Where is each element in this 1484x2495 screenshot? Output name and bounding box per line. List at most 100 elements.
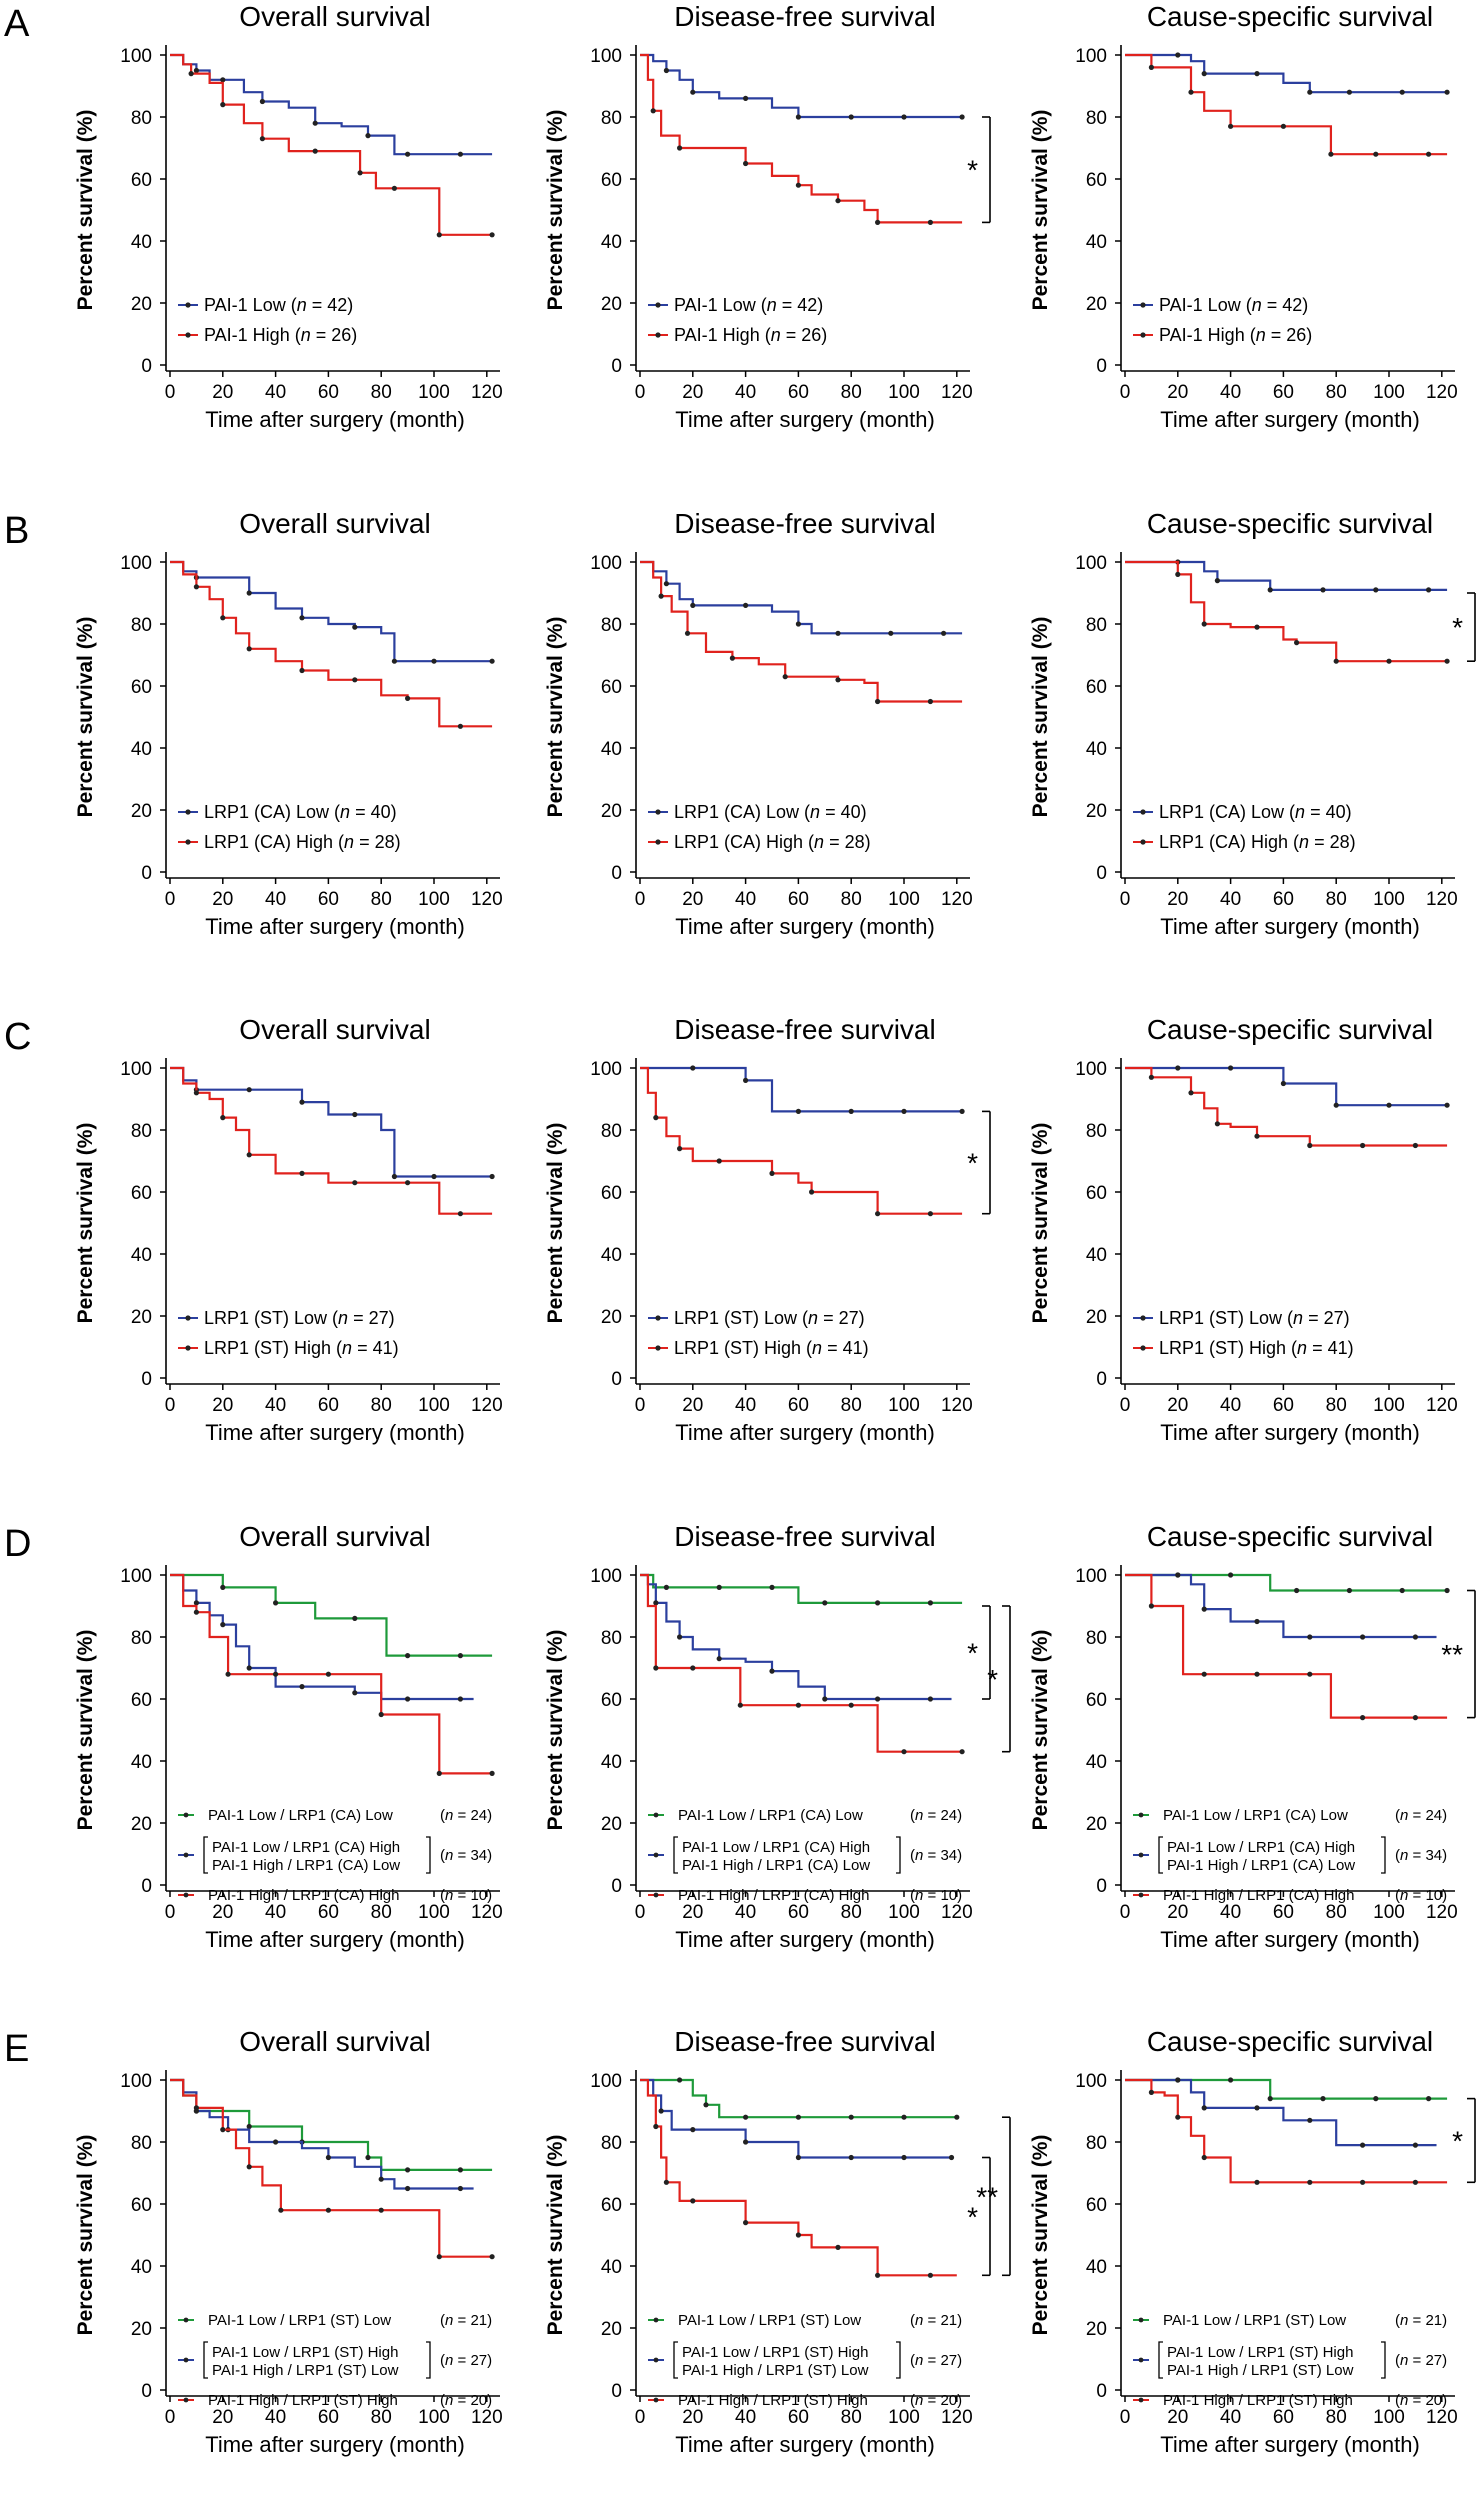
legend-marker (655, 839, 661, 845)
censor-mark (391, 1173, 397, 1180)
censor-mark (378, 2176, 384, 2182)
series-line-mixed (1125, 1573, 1437, 1639)
y-tick-label: 0 (611, 1876, 622, 1897)
legend-count: (n = 10) (1395, 1887, 1447, 1904)
legend-n-value: = 10) (1408, 1887, 1447, 1904)
series-line-lowlow (640, 2078, 957, 2119)
censor-mark (1214, 578, 1220, 584)
y-tick-label: 100 (120, 1566, 152, 1587)
y-tick-label: 40 (131, 739, 152, 760)
legend-label: PAI-1 High / LRP1 (CA) High (208, 1887, 399, 1904)
row-C: C Overall survival 0 20 40 60 80 100 0 20 40 60 80 10… (4, 1014, 1458, 1445)
legend-n-value: = 24) (923, 1807, 962, 1824)
x-axis-label: Time after surgery (month) (675, 1420, 935, 1445)
legend-n-value: = 24) (453, 1807, 492, 1824)
legend-label: PAI-1 Low / LRP1 (ST) High (682, 2344, 868, 2361)
y-tick-label: 20 (1086, 1814, 1107, 1835)
censor-mark (352, 1615, 358, 1621)
x-tick-label: 80 (841, 382, 862, 403)
x-tick-label: 120 (1426, 1395, 1458, 1416)
censor-mark (1444, 1102, 1450, 1108)
legend-n-value: = 34) (453, 1847, 492, 1864)
legend-count: (n = 27) (1395, 2352, 1447, 2369)
panel-title: Overall survival (239, 1014, 430, 1045)
legend-count: (n = 10) (440, 1887, 492, 1904)
y-tick-label: 60 (601, 1183, 622, 1204)
censor-mark (848, 2154, 854, 2161)
series-line-highhigh (640, 2078, 957, 2277)
panel-C-3: Cause-specific survival 0 20 40 60 80 100 0 20 40… (1029, 1014, 1458, 1445)
legend: PAI-1 Low (n = 42) PAI-1 High (n = 26) (648, 295, 827, 345)
censor-mark (405, 151, 411, 157)
legend-count: (n = 21) (910, 2312, 962, 2329)
y-tick-label: 80 (131, 615, 152, 636)
censor-mark (954, 2114, 960, 2120)
censor-mark (653, 1665, 659, 1671)
legend-n-symbol: n (808, 1308, 818, 1328)
significance-label: * (967, 1638, 978, 1669)
significance-label: * (967, 2201, 978, 2232)
y-tick-label: 40 (601, 232, 622, 253)
censor-mark (927, 219, 934, 225)
x-tick-label: 60 (318, 889, 339, 910)
legend-marker (655, 332, 661, 338)
x-tick-label: 100 (888, 2407, 920, 2428)
legend-label: PAI-1 High / LRP1 (ST) Low (212, 2362, 399, 2379)
legend-n-value: = 21) (1408, 2312, 1447, 2329)
panel-title: Cause-specific survival (1147, 2026, 1433, 2057)
legend-label: LRP1 (ST) High (n = 41) (204, 1338, 399, 1358)
legend-n-symbol: n (340, 802, 350, 822)
censor-mark (743, 2114, 749, 2120)
censor-mark (1280, 123, 1286, 129)
censor-mark (365, 133, 371, 139)
censor-mark (1201, 2154, 1207, 2161)
y-axis-label: Percent survival (%) (1029, 617, 1052, 818)
y-tick-label: 40 (601, 1245, 622, 1266)
censor-mark (405, 1653, 411, 1659)
legend-n-symbol: n (915, 1847, 923, 1864)
row-label-C: C (4, 1016, 31, 1058)
legend-count: (n = 24) (910, 1807, 962, 1824)
x-tick-label: 40 (735, 889, 756, 910)
legend-marker (655, 1345, 661, 1351)
y-tick-label: 40 (1086, 739, 1107, 760)
x-tick-label: 80 (1326, 1395, 1347, 1416)
legend-n-symbol: n (915, 1807, 923, 1824)
censor-mark (875, 219, 881, 225)
censor-mark (457, 2185, 463, 2192)
censor-mark (795, 114, 802, 120)
censor-mark (489, 232, 495, 238)
censor-mark (658, 593, 664, 599)
x-tick-label: 40 (265, 1395, 286, 1416)
y-tick-label: 40 (1086, 2257, 1107, 2278)
legend-label: PAI-1 Low / LRP1 (ST) Low (208, 2312, 391, 2329)
legend-marker (183, 2397, 189, 2403)
x-tick-label: 20 (682, 889, 703, 910)
censor-mark (1254, 2179, 1260, 2185)
censor-mark (325, 2154, 331, 2161)
censor-mark (677, 1634, 683, 1640)
legend-bracket-right (426, 1836, 431, 1874)
legend-label: LRP1 (CA) High (n = 28) (204, 832, 401, 852)
legend-label: PAI-1 High / LRP1 (ST) Low (1167, 2362, 1354, 2379)
legend-n-symbol: n (338, 1308, 348, 1328)
x-tick-label: 100 (1373, 2407, 1405, 2428)
x-tick-label: 100 (888, 889, 920, 910)
legend-label: PAI-1 Low / LRP1 (ST) High (212, 2344, 398, 2361)
legend: PAI-1 Low / LRP1 (ST) Low (n = 21) PAI-1 L… (178, 2312, 492, 2409)
censor-mark (246, 590, 252, 596)
censor-mark (795, 1702, 802, 1708)
censor-mark (457, 2167, 463, 2173)
censor-mark (782, 674, 788, 680)
series-line-mixed (640, 1573, 952, 1701)
y-tick-label: 80 (1086, 615, 1107, 636)
legend-marker (1138, 2397, 1144, 2403)
legend-bracket-left (673, 2341, 678, 2379)
x-tick-label: 120 (941, 382, 973, 403)
legend-n-value: = 40) (1305, 802, 1352, 822)
censor-mark (653, 1115, 659, 1121)
censor-mark (457, 723, 463, 729)
y-axis-label: Percent survival (%) (1029, 110, 1052, 311)
panel-D-1: Overall survival 0 20 40 60 80 100 0 20 40 60 80 100… (74, 1521, 503, 1952)
x-tick-label: 120 (941, 1395, 973, 1416)
